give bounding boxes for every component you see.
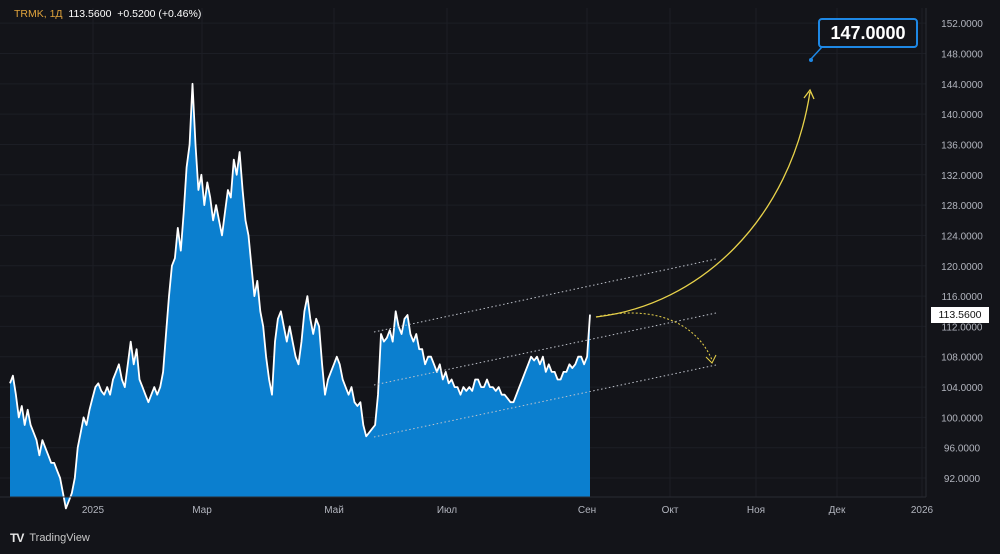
ticker-symbol: TRMK [14, 8, 44, 20]
x-tick-label: Июл [437, 505, 457, 516]
target-price-label: 147.0000 [830, 22, 906, 43]
tradingview-brand[interactable]: TV TradingView [10, 531, 90, 545]
ticker-change: +0.5200 [117, 8, 156, 20]
y-tick-label: 104.0000 [941, 383, 983, 394]
ticker-legend: TRMK, 1Д 113.5600 +0.5200 (+0.46%) [14, 8, 202, 20]
y-tick-label: 108.0000 [941, 353, 983, 364]
ticker-last: 113.5600 [68, 8, 112, 20]
x-tick-label: 2026 [911, 505, 934, 516]
x-tick-label: 2025 [82, 505, 105, 516]
price-area [10, 83, 590, 509]
alt-arrow [595, 312, 713, 361]
y-tick-label: 112.0000 [942, 322, 983, 333]
x-tick-label: Мар [192, 505, 212, 516]
target-connector [810, 46, 823, 60]
x-tick-label: Сен [578, 505, 596, 516]
y-tick-label: 152.0000 [941, 19, 983, 30]
y-tick-label: 100.0000 [941, 413, 983, 424]
target-price-box[interactable]: 147.0000 [818, 18, 918, 48]
y-tick-label: 132.0000 [941, 171, 983, 182]
ticker-change-pct: (+0.46%) [158, 8, 202, 20]
ticker-interval: 1Д [49, 8, 63, 20]
y-tick-label: 116.0000 [942, 292, 983, 303]
y-tick-label: 92.0000 [944, 474, 981, 485]
last-price-tag: 113.5600 [931, 307, 989, 323]
x-tick-label: Дек [829, 505, 846, 516]
y-tick-label: 144.0000 [941, 80, 983, 91]
y-axis: 152.0000 148.0000 144.0000 140.0000 136.0000… [941, 19, 983, 485]
alt-arrow-head [705, 354, 717, 364]
x-tick-label: Май [324, 505, 344, 516]
y-tick-label: 140.0000 [941, 110, 983, 121]
x-tick-label: Ноя [747, 505, 765, 516]
tradingview-logo-icon: TV [10, 531, 24, 545]
channel-line [373, 258, 717, 333]
price-line [9, 82, 591, 510]
target-point [809, 58, 813, 62]
brand-name: TradingView [29, 532, 90, 544]
y-tick-label: 96.0000 [944, 444, 981, 455]
bull-arrow [595, 91, 811, 318]
x-tick-label: Окт [662, 505, 679, 516]
x-axis: 2025 Мар Май Июл Сен Окт Ноя Дек 2026 [82, 505, 934, 516]
last-price-label: 113.5600 [938, 309, 982, 321]
y-tick-label: 120.0000 [941, 262, 983, 273]
y-tick-label: 136.0000 [941, 140, 983, 151]
y-tick-label: 124.0000 [941, 231, 983, 242]
y-tick-label: 128.0000 [941, 201, 983, 212]
bull-arrow-head [803, 88, 815, 100]
forecast-arrows [595, 46, 823, 364]
y-tick-label: 148.0000 [941, 49, 983, 60]
